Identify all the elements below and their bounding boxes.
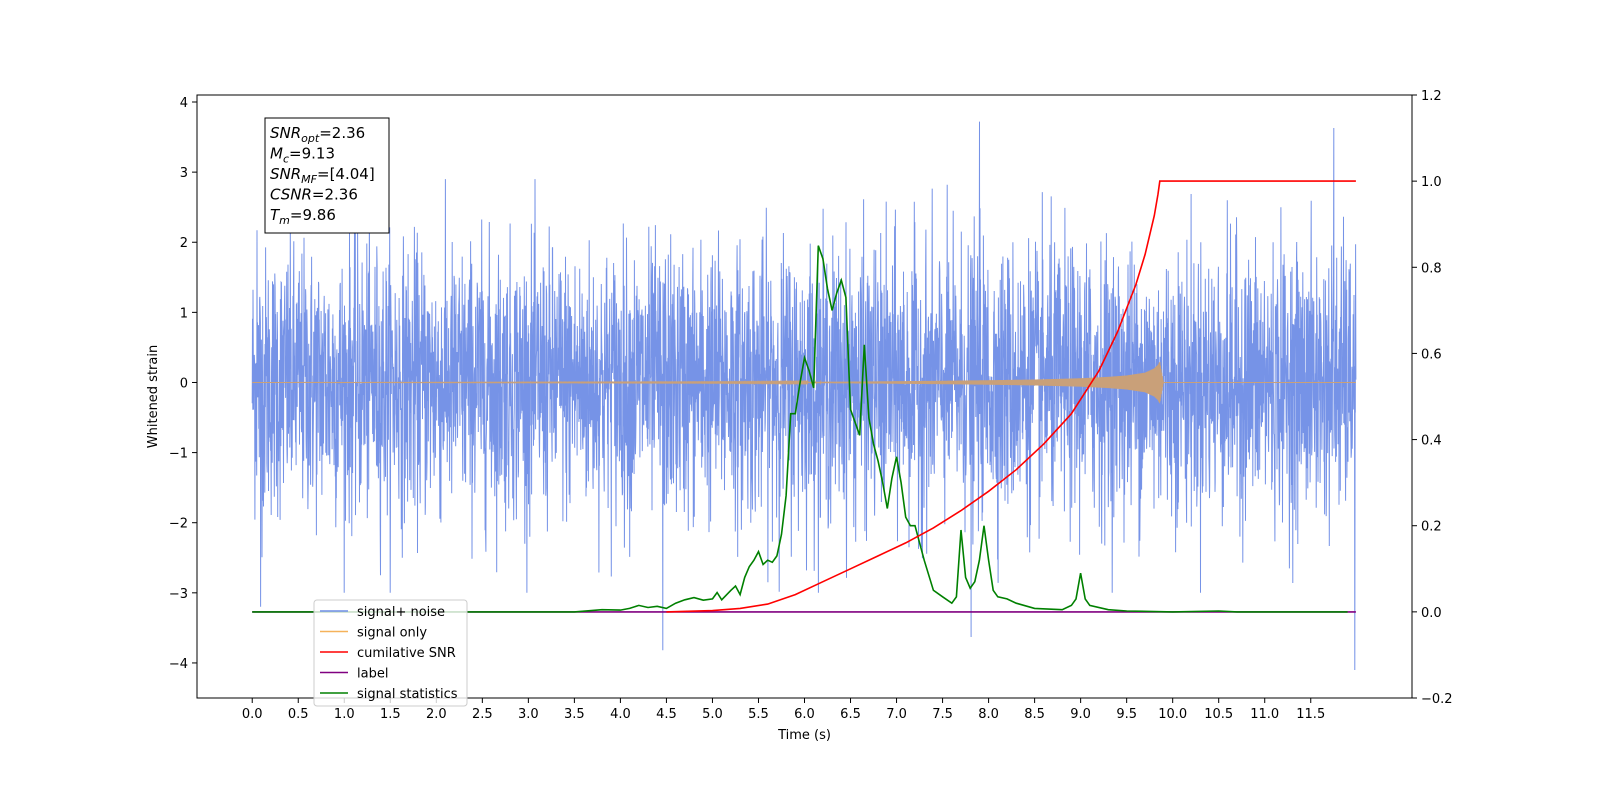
y-tick-label: 4	[180, 96, 188, 111]
annotation-frame	[264, 117, 390, 234]
y2-tick-label: 1.0	[1421, 175, 1442, 190]
x-tick-label: 11.5	[1296, 707, 1325, 722]
annotation-subscript: opt	[301, 132, 320, 145]
x-tick-label: 8.0	[978, 707, 999, 722]
x-tick-label: 10.5	[1204, 707, 1233, 722]
annotation-line: SNRMF=[4.04]	[270, 165, 375, 186]
legend-frame	[313, 599, 468, 707]
x-tick-label: 3.5	[564, 707, 585, 722]
y-tick-label: −2	[169, 517, 188, 532]
x-axis: 0.0 0.5 1.0 1.5 2.0 2.5 3.0 3.5 4.0 4.5 5.0 5.5 6.0 6…	[242, 698, 1325, 722]
y2-tick-label: 0.8	[1421, 261, 1442, 276]
annotation-value: =[4.04]	[317, 165, 375, 183]
series-signal-statistics-line	[252, 245, 1348, 613]
x-tick-label: 9.0	[1070, 707, 1091, 722]
legend: signal+ noise signal only cumilative SNR la…	[313, 599, 468, 707]
y-tick-label: 1	[180, 306, 188, 321]
x-tick-label: 6.0	[794, 707, 815, 722]
annotation-subscript: m	[279, 214, 290, 227]
x-tick-label: 7.0	[886, 707, 907, 722]
y-tick-label: −1	[169, 447, 188, 462]
x-tick-label: 5.0	[702, 707, 723, 722]
series-signal-only-line	[252, 362, 1356, 404]
annotation-value: =2.36	[319, 124, 365, 142]
annotation-symbol: CSNR	[270, 186, 312, 204]
y2-tick-label: 1.2	[1421, 89, 1442, 104]
x-tick-label: 4.5	[656, 707, 677, 722]
annotation-value: =2.36	[312, 186, 358, 204]
annotation-subscript: MF	[301, 173, 317, 186]
x-tick-label: 9.5	[1116, 707, 1137, 722]
series-cumulative-snr-line	[666, 180, 1356, 613]
y-tick-label: 2	[180, 236, 188, 251]
x-tick-label: 2.0	[426, 707, 447, 722]
y-axis-right: 1.2 1.0 0.8 0.6 0.4 0.2 0.0 −0.2	[1412, 89, 1453, 707]
annotation-box: SNRopt=2.36Mc=9.13SNRMF=[4.04]CSNR=2.36T…	[264, 117, 390, 234]
annotation-value: =9.86	[290, 206, 336, 224]
y2-tick-label: 0.4	[1421, 434, 1442, 449]
y-tick-label: −3	[169, 587, 188, 602]
x-tick-label: 3.0	[518, 707, 539, 722]
annotation-line: Mc=9.13	[270, 145, 335, 166]
x-tick-label: 0.5	[288, 707, 309, 722]
x-tick-label: 4.0	[610, 707, 631, 722]
annotation-symbol: SNR	[270, 165, 301, 183]
x-tick-label: 2.5	[472, 707, 493, 722]
annotation-symbol: M	[270, 145, 283, 163]
x-tick-label: 6.5	[840, 707, 861, 722]
x-axis-label: Time (s)	[777, 728, 831, 743]
annotation-line: CSNR=2.36	[270, 186, 358, 204]
y2-tick-label: 0.6	[1421, 347, 1442, 362]
x-tick-label: 7.5	[932, 707, 953, 722]
y-tick-label: −4	[169, 657, 188, 672]
y2-tick-label: 0.2	[1421, 520, 1442, 535]
legend-label: signal statistics	[357, 687, 458, 702]
x-tick-label: 0.0	[242, 707, 263, 722]
legend-label: signal only	[357, 626, 427, 641]
annotation-value: =9.13	[289, 145, 335, 163]
legend-label: signal+ noise	[357, 605, 445, 620]
x-tick-label: 1.0	[334, 707, 355, 722]
y-axis-label: Whitened strain	[146, 345, 161, 448]
annotation-line: SNRopt=2.36	[270, 124, 365, 145]
annotation-line: Tm=9.86	[270, 206, 336, 227]
x-tick-label: 5.5	[748, 707, 769, 722]
x-tick-label: 10.0	[1158, 707, 1187, 722]
plot-area	[251, 121, 1357, 671]
y-axis-left: 4 3 2 1 0 −1 −2 −3 −4	[169, 96, 197, 672]
annotation-symbol: T	[270, 206, 281, 224]
y2-tick-label: −0.2	[1421, 692, 1453, 707]
x-tick-label: 8.5	[1024, 707, 1045, 722]
x-tick-label: 11.0	[1250, 707, 1279, 722]
series-signal-noise-line	[251, 121, 1357, 671]
annotation-subscript: c	[283, 153, 289, 166]
y-tick-label: 3	[180, 166, 188, 181]
y2-tick-label: 0.0	[1421, 606, 1442, 621]
legend-label: cumilative SNR	[357, 646, 456, 661]
legend-label: label	[357, 667, 388, 682]
annotation-symbol: SNR	[270, 124, 301, 142]
y-tick-label: 0	[180, 376, 188, 391]
x-tick-label: 1.5	[380, 707, 401, 722]
